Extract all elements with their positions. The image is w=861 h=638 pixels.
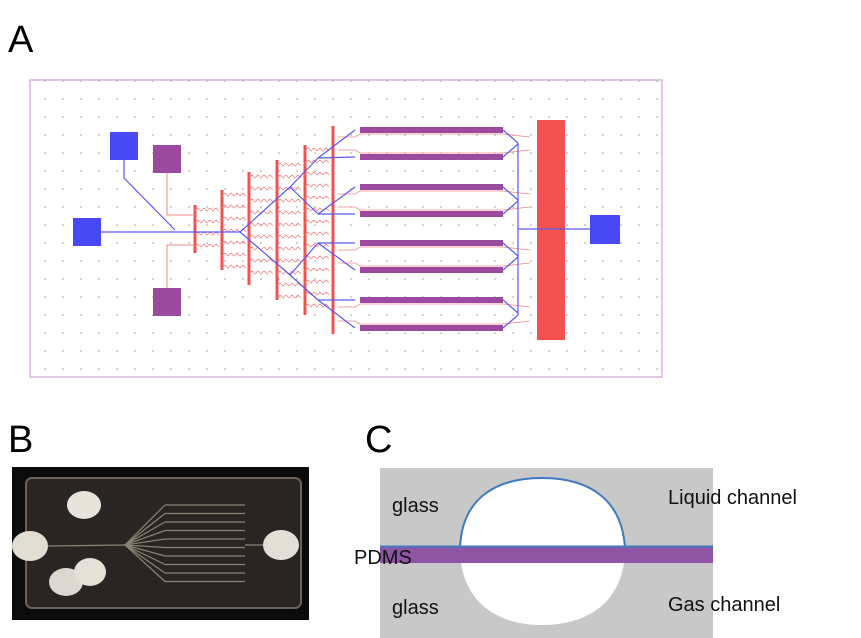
layer-label: glass xyxy=(392,495,439,517)
panel-label: B xyxy=(8,419,33,461)
inlet-pad xyxy=(73,218,101,246)
port xyxy=(67,491,101,519)
collector-bar xyxy=(537,120,565,340)
inlet-pad xyxy=(110,132,138,160)
device-layout xyxy=(30,80,662,377)
panel-label: A xyxy=(8,19,34,61)
page: {"panels": { "a": {"label": "A"}, "b": {… xyxy=(0,0,861,638)
channel-label: Gas channel xyxy=(668,594,780,616)
port xyxy=(263,530,299,560)
panel-label: C xyxy=(365,419,392,461)
outlet-pad xyxy=(590,215,620,244)
cross-section: glass Liquid channel PDMS glass Gas chan… xyxy=(354,468,797,638)
port xyxy=(12,531,48,561)
channel-label: Liquid channel xyxy=(668,487,797,509)
layer-label: glass xyxy=(392,597,439,619)
port xyxy=(74,558,106,586)
figure: A B C glass Liquid channel PDMS glass Ga… xyxy=(0,0,861,638)
gas-pad xyxy=(153,145,181,173)
device-photo xyxy=(12,467,309,620)
pdms-membrane xyxy=(380,547,713,563)
gas-pad xyxy=(153,288,181,316)
membrane-label: PDMS xyxy=(354,547,412,569)
